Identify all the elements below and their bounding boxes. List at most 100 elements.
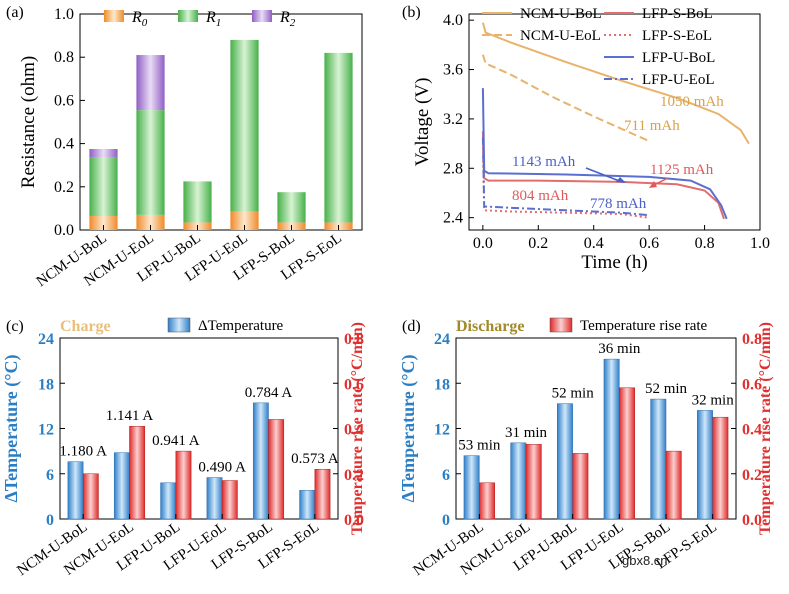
y-tick-label-left-d: 24 [434, 331, 450, 348]
bar-temp-c-LFP-S-BoL [252, 402, 269, 520]
mode-label-c: Charge [60, 318, 111, 335]
y-tick-label-b: 3.6 [443, 62, 463, 79]
arrow-b-1143 [585, 167, 623, 183]
annotation-b-778-mAh: 778 mAh [590, 196, 647, 212]
bar-temp-c-NCM-U-BoL [67, 461, 84, 520]
bar-label-d-5: 32 min [692, 392, 735, 408]
y-axis-label-left-d: ΔTemperature (°C) [398, 355, 419, 503]
bar-temp-d-LFP-S-EoL [697, 410, 713, 520]
bar-rate-c-LFP-S-EoL [314, 468, 331, 520]
bar-a-NCM-U-EoL-R0 [136, 214, 165, 230]
y-tick-label-a: 0.2 [54, 179, 74, 196]
y-tick-label-right-d: 0.4 [742, 422, 762, 439]
legend-label-c: ΔTemperature [198, 318, 284, 334]
arrowhead-b-1125 [649, 181, 657, 188]
legend-label-a-R0: R0 [131, 9, 148, 29]
legend-label-b-LFP-U-EoL: LFP-U-EoL [642, 72, 715, 88]
mode-label-d: Discharge [456, 318, 524, 335]
annotation-b-1050-mAh: 1050 mAh [660, 94, 724, 110]
bar-temp-d-LFP-S-BoL [650, 398, 667, 520]
legend-swatch-d [549, 317, 573, 333]
legend-label-b-LFP-S-BoL: LFP-S-BoL [642, 6, 713, 22]
x-tick-label-b: 0.6 [639, 235, 659, 252]
y-tick-label-right-c: 0.2 [344, 467, 364, 484]
y-tick-label-left-d: 12 [434, 422, 450, 439]
bar-rate-d-LFP-S-EoL [712, 416, 729, 520]
bar-temp-d-NCM-U-EoL [510, 442, 527, 520]
bar-label-c-0: 1.180 A [59, 444, 107, 460]
bar-rate-c-LFP-U-BoL [175, 450, 192, 520]
bar-a-LFP-U-EoL-R0 [230, 211, 259, 230]
bar-label-d-4: 52 min [645, 381, 688, 397]
legend-label-b-LFP-S-EoL: LFP-S-EoL [642, 28, 712, 44]
y-axis-label-left-c: ΔTemperature (°C) [1, 355, 22, 503]
bar-temp-c-LFP-U-BoL [160, 482, 177, 520]
y-tick-label-left-d: 6 [442, 467, 450, 484]
annotation-b-1143-mAh: 1143 mAh [512, 154, 576, 170]
x-tick-label-b: 0.0 [473, 235, 493, 252]
legend-swatch-c [167, 317, 191, 333]
legend-label-b-LFP-U-BoL: LFP-U-BoL [642, 50, 715, 66]
x-tick-label-b: 0.4 [584, 235, 604, 252]
axes-frame-a [79, 13, 363, 231]
legend-subscript: 1 [216, 17, 222, 29]
x-tick-label-b: 0.8 [695, 235, 715, 252]
panel-label-d: (d) [402, 318, 421, 335]
series-line-LFP-S-EoL [481, 146, 650, 219]
bar-label-c-2: 0.941 A [152, 433, 200, 449]
y-tick-label-right-c: 0.8 [344, 331, 364, 348]
annotation-b-804-mAh: 804 mAh [512, 188, 569, 204]
series-line-LFP-U-EoL [481, 137, 650, 217]
x-tick-label-b: 0.2 [528, 235, 548, 252]
y-tick-label-a: 0.4 [54, 136, 74, 153]
axes-frame-d [455, 337, 737, 520]
bar-a-NCM-U-EoL-R2 [136, 55, 165, 111]
bar-rate-c-NCM-U-EoL [129, 425, 146, 520]
y-tick-label-a: 0.8 [54, 49, 74, 66]
watermark: gbx8.cn [622, 553, 668, 568]
bar-a-NCM-U-EoL-R1 [136, 110, 165, 215]
y-tick-label-right-d: 0.2 [742, 467, 762, 484]
bar-rate-d-LFP-U-BoL [572, 453, 589, 520]
y-tick-label-left-c: 24 [38, 331, 54, 348]
legend-label-a-R1: R1 [205, 9, 221, 29]
y-tick-label-right-d: 0.8 [742, 331, 762, 348]
series-line-LFP-U-BoL [481, 88, 728, 220]
bar-temp-c-LFP-S-EoL [299, 490, 316, 520]
bar-a-LFP-S-EoL-R1 [324, 52, 353, 223]
x-axis-label-b: Time (h) [581, 252, 647, 273]
y-tick-label-right-d: 0.6 [742, 376, 762, 393]
bar-temp-c-LFP-U-EoL [206, 477, 223, 520]
y-tick-label-a: 1.0 [54, 6, 74, 23]
bar-a-LFP-S-BoL-R1 [277, 192, 306, 223]
bar-label-c-3: 0.490 A [198, 460, 246, 476]
y-tick-label-left-d: 0 [442, 512, 450, 529]
bar-rate-c-LFP-S-BoL [268, 419, 285, 520]
y-axis-label-a: Resistance (ohm) [18, 56, 39, 188]
legend-subscript: 2 [290, 17, 296, 29]
legend-label-a-R2: R2 [279, 9, 296, 29]
y-tick-label-left-c: 6 [46, 467, 54, 484]
bar-a-LFP-U-EoL-R1 [230, 39, 259, 212]
y-tick-label-left-c: 0 [46, 512, 54, 529]
bar-label-d-3: 36 min [598, 341, 641, 357]
bar-temp-c-NCM-U-EoL [113, 452, 130, 520]
y-tick-label-b: 4.0 [443, 12, 463, 29]
bar-rate-c-LFP-U-EoL [221, 480, 238, 520]
bar-rate-d-NCM-U-BoL [479, 482, 495, 520]
bar-label-c-4: 0.784 A [245, 385, 293, 401]
y-tick-label-right-c: 0.4 [344, 422, 364, 439]
y-tick-label-b: 3.2 [443, 111, 463, 128]
bar-rate-d-LFP-U-EoL [619, 387, 635, 520]
legend-swatch-a-R1 [178, 10, 198, 22]
y-tick-label-right-c: 0.6 [344, 376, 364, 393]
panel-label-b: (b) [402, 4, 421, 21]
y-tick-label-left-c: 12 [38, 422, 54, 439]
bar-label-d-2: 52 min [552, 386, 595, 402]
annotation-b-1125-mAh: 1125 mAh [650, 162, 714, 178]
y-tick-label-b: 2.8 [443, 160, 463, 177]
y-tick-label-right-d: 0.0 [742, 512, 762, 529]
bar-temp-d-NCM-U-BoL [463, 455, 480, 520]
bar-label-c-1: 1.141 A [106, 408, 154, 424]
